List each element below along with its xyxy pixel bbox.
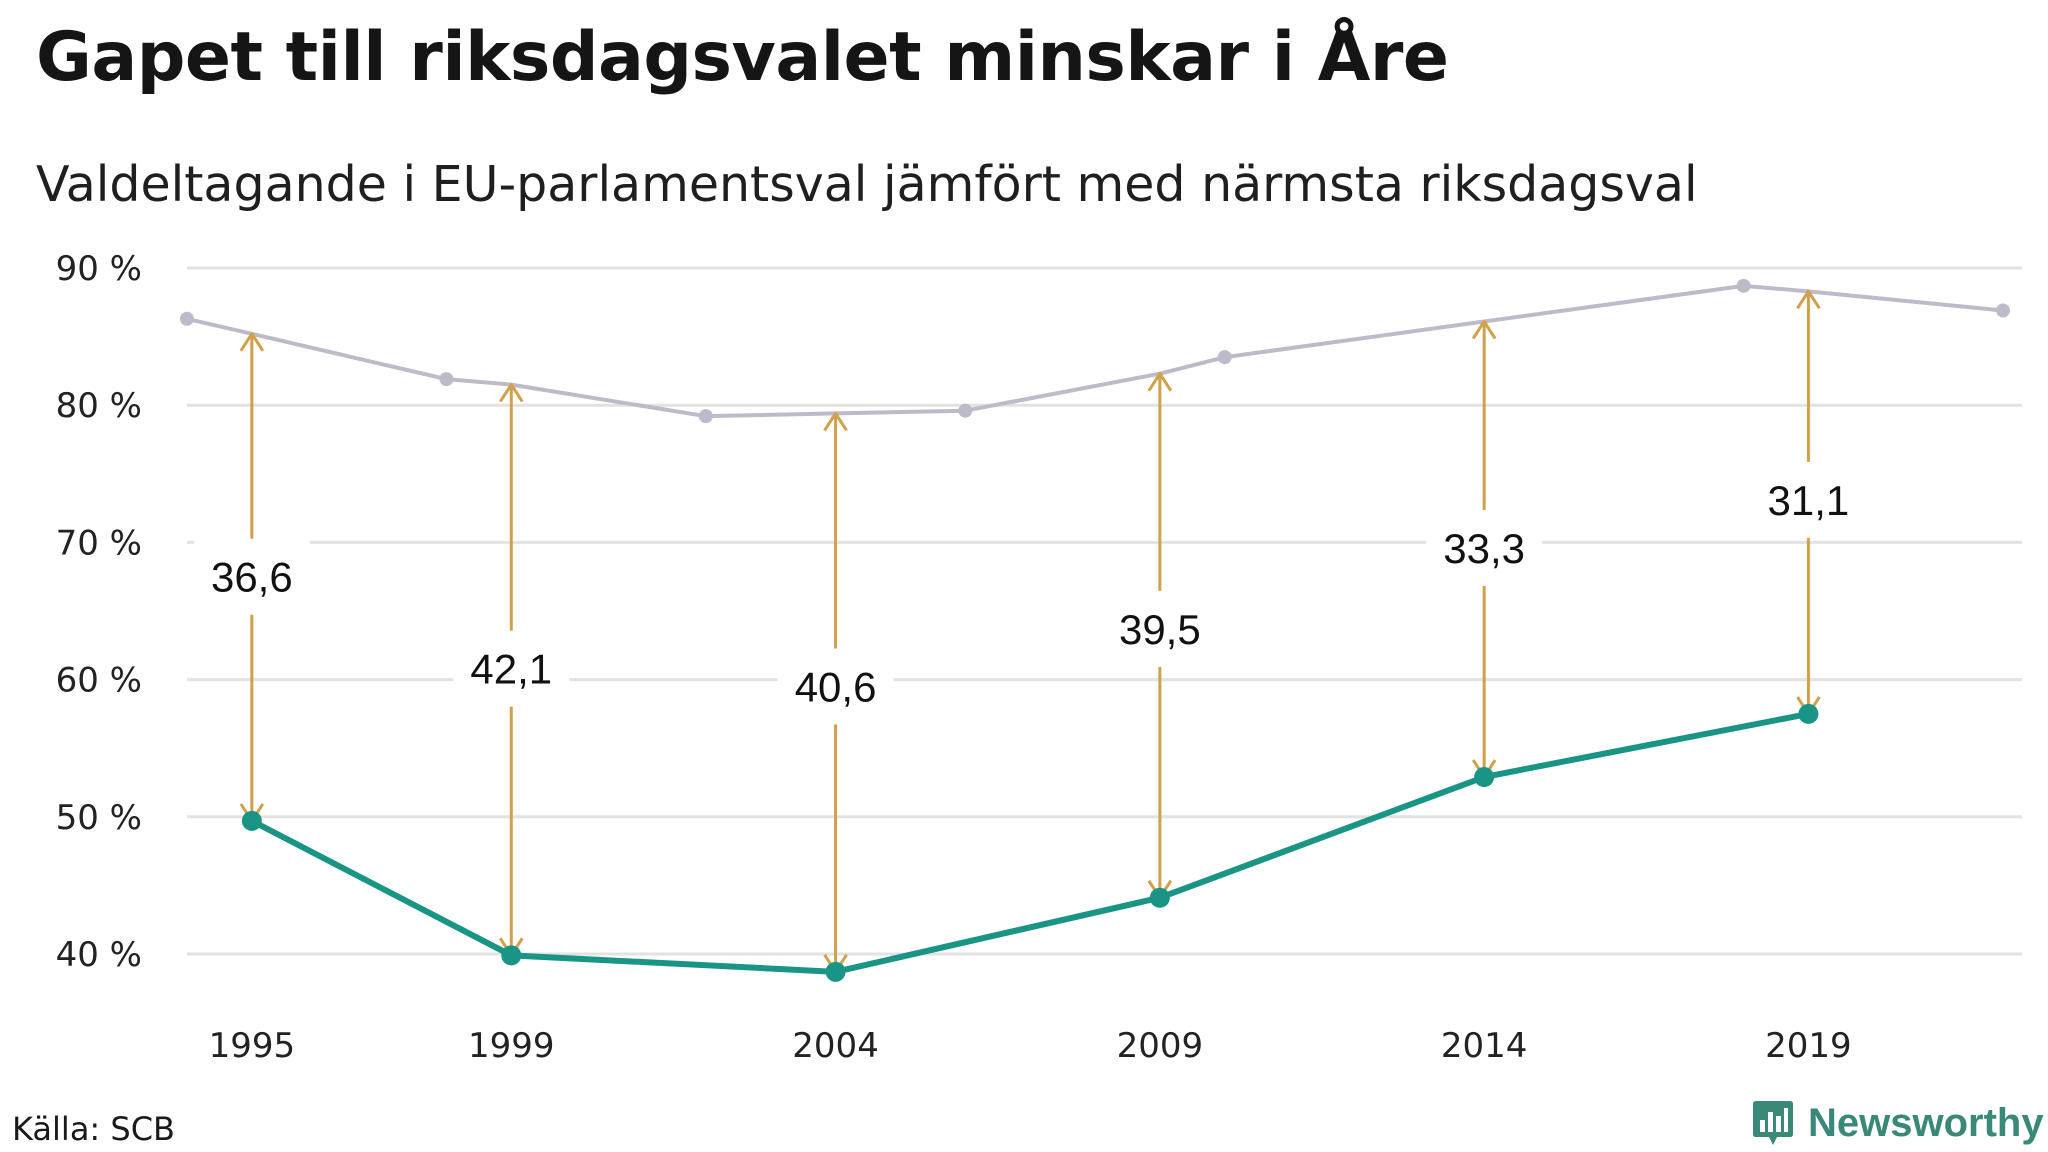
eu-point xyxy=(1798,703,1819,724)
y-tick-label: 40 % xyxy=(56,935,142,975)
gap-label-background xyxy=(453,630,570,707)
line-chart: 90 % 80 % 70 % 60 % 50 % 40 % 1995 1999 2004 2009… xyxy=(56,249,2022,1066)
gap-arrow: 31,1 xyxy=(1750,289,1867,716)
gap-label-background xyxy=(777,648,894,725)
x-tick-label: 2019 xyxy=(1765,1026,1852,1066)
riksdag-point xyxy=(958,403,973,418)
gap-arrow-head-up xyxy=(1796,289,1821,310)
eu-series-line xyxy=(250,710,1810,975)
gap-value-label: 36,6 xyxy=(211,554,293,601)
eu-point xyxy=(825,961,846,982)
brand-name: Newsworthy xyxy=(1808,1100,2044,1145)
gap-value-label: 33,3 xyxy=(1443,525,1525,572)
gap-arrows: 36,6 42,1 40,6 39,5 33,3 31,1 xyxy=(193,289,1867,974)
gap-arrow: 42,1 xyxy=(453,383,570,957)
y-tick-label: 50 % xyxy=(56,798,142,838)
gap-arrow-head-up xyxy=(239,332,265,352)
x-tick-label: 2004 xyxy=(792,1026,879,1066)
eu-point xyxy=(1149,887,1170,908)
riksdag-point xyxy=(1996,303,2010,318)
gap-label-background xyxy=(193,538,310,615)
riksdag-point xyxy=(1736,278,1751,293)
chart-subtitle: Valdeltagande i EU-parlamentsval jämfört… xyxy=(36,156,1698,213)
eu-point xyxy=(241,810,262,831)
gap-label-background xyxy=(1101,590,1218,667)
source-note: Källa: SCB xyxy=(12,1110,175,1148)
x-tick-label: 2014 xyxy=(1441,1026,1528,1066)
gap-label-background xyxy=(1426,509,1543,586)
bar-chart-icon xyxy=(1753,1101,1793,1145)
eu-point xyxy=(1474,767,1495,788)
gap-arrow: 33,3 xyxy=(1426,320,1543,779)
riksdag-point xyxy=(698,409,713,424)
eu-point xyxy=(501,945,522,966)
gap-value-label: 42,1 xyxy=(470,646,552,693)
y-tick-label: 90 % xyxy=(56,249,142,289)
gap-label-background xyxy=(1750,461,1867,538)
gap-arrow-head-up xyxy=(1471,320,1497,340)
gap-arrow-head-up xyxy=(499,383,524,403)
x-tick-label: 1999 xyxy=(468,1026,555,1066)
x-tick-label: 2009 xyxy=(1117,1026,1204,1066)
riksdag-point xyxy=(1217,350,1232,365)
gap-arrow: 40,6 xyxy=(777,411,894,974)
gap-value-label: 31,1 xyxy=(1768,477,1850,524)
chart-title: Gapet till riksdagsvalet minskar i Åre xyxy=(36,18,1449,97)
gap-value-label: 40,6 xyxy=(795,663,877,710)
gap-arrow-head-up xyxy=(823,411,848,432)
gap-arrow-head-up xyxy=(1147,372,1173,392)
gap-value-label: 39,5 xyxy=(1119,606,1201,653)
riksdag-point xyxy=(180,311,194,326)
y-tick-label: 60 % xyxy=(56,661,142,701)
riksdag-series-line xyxy=(186,283,2004,419)
y-tick-label: 80 % xyxy=(56,386,142,426)
gap-arrow: 36,6 xyxy=(193,332,310,823)
riksdag-point xyxy=(439,372,454,387)
x-tick-label: 1995 xyxy=(209,1026,296,1066)
y-tick-label: 70 % xyxy=(56,523,142,563)
newsworthy-logo: Newsworthy xyxy=(1752,1098,2044,1148)
gap-arrow: 39,5 xyxy=(1101,372,1218,900)
